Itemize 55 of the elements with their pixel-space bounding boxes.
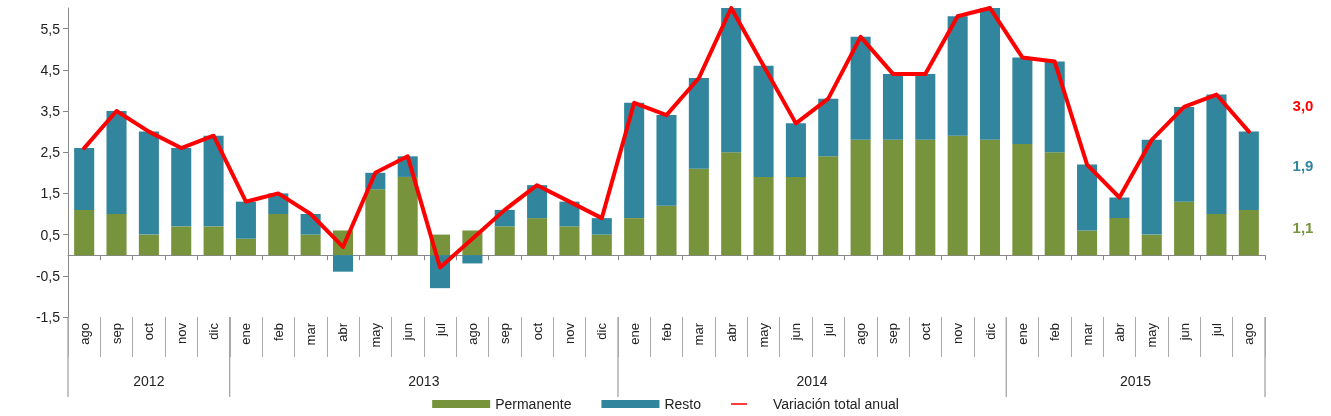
y-tick-label: 5,5 bbox=[40, 20, 61, 37]
y-tick-label: 1,5 bbox=[40, 185, 61, 202]
x-tick-label: feb bbox=[659, 323, 674, 342]
x-tick-label: jul bbox=[820, 322, 836, 338]
x-tick-label: abr bbox=[723, 322, 739, 342]
x-tick-label: sep bbox=[109, 323, 125, 344]
x-tick-label: mar bbox=[1079, 322, 1095, 346]
y-tick-label: 0,5 bbox=[40, 226, 61, 243]
text: 3,0 bbox=[1292, 96, 1314, 114]
text: 2014 bbox=[796, 373, 828, 389]
x-tick-label: feb bbox=[270, 323, 286, 342]
x-tick-label: oct bbox=[141, 322, 157, 341]
x-tick-label: jul bbox=[432, 322, 448, 338]
x-tick-label: jun bbox=[1176, 323, 1192, 342]
x-tick-label: sep bbox=[497, 323, 513, 344]
x-tick-label: abr bbox=[1111, 322, 1127, 342]
legend-label: Resto bbox=[664, 396, 702, 412]
y-tick-label: 2,5 bbox=[40, 144, 61, 161]
x-tick-label: oct bbox=[529, 322, 545, 341]
x-tick-label: ene bbox=[238, 323, 254, 345]
x-tick-label: oct bbox=[917, 322, 933, 341]
x-tick-label: ago bbox=[853, 323, 869, 345]
x-tick-label: jun bbox=[400, 323, 416, 342]
x-tick-label: feb bbox=[1047, 323, 1063, 342]
x-tick-label: sep bbox=[885, 323, 901, 344]
x-tick-label: ago bbox=[464, 323, 480, 345]
x-tick-label: dic bbox=[982, 322, 998, 340]
x-tick-label: may bbox=[756, 322, 772, 348]
x-tick-label: ago bbox=[1241, 323, 1257, 345]
text: 2013 bbox=[408, 373, 440, 389]
legend-label: Permanente bbox=[495, 396, 572, 412]
x-tick-label: dic bbox=[206, 322, 222, 340]
x-tick-label: may bbox=[1144, 322, 1160, 348]
y-tick-label: 4,5 bbox=[40, 61, 61, 78]
x-tick-label: ene bbox=[1014, 323, 1030, 345]
x-tick-label: ago bbox=[76, 323, 92, 345]
text: 2012 bbox=[133, 373, 165, 389]
x-tick-label: nov bbox=[173, 322, 189, 344]
y-tick-label: -0,5 bbox=[35, 267, 61, 284]
x-tick-label: dic bbox=[594, 322, 610, 340]
y-tick-label: 3,5 bbox=[40, 103, 61, 119]
x-tick-label: mar bbox=[303, 322, 319, 346]
x-tick-label: mar bbox=[691, 322, 707, 346]
x-tick-label: abr bbox=[335, 322, 351, 342]
x-tick-label: jun bbox=[788, 323, 804, 342]
x-tick-label: nov bbox=[561, 322, 577, 344]
text: 1,9 bbox=[1292, 156, 1314, 174]
text: 1,1 bbox=[1292, 218, 1314, 236]
y-tick-label: -1,5 bbox=[35, 309, 61, 325]
legend-label: Variación total anual bbox=[773, 396, 899, 412]
text: 2015 bbox=[1120, 373, 1152, 389]
x-tick-label: jul bbox=[1208, 322, 1224, 338]
x-tick-label: may bbox=[367, 322, 383, 348]
x-tick-label: nov bbox=[950, 322, 966, 344]
x-tick-label: ene bbox=[626, 323, 642, 345]
